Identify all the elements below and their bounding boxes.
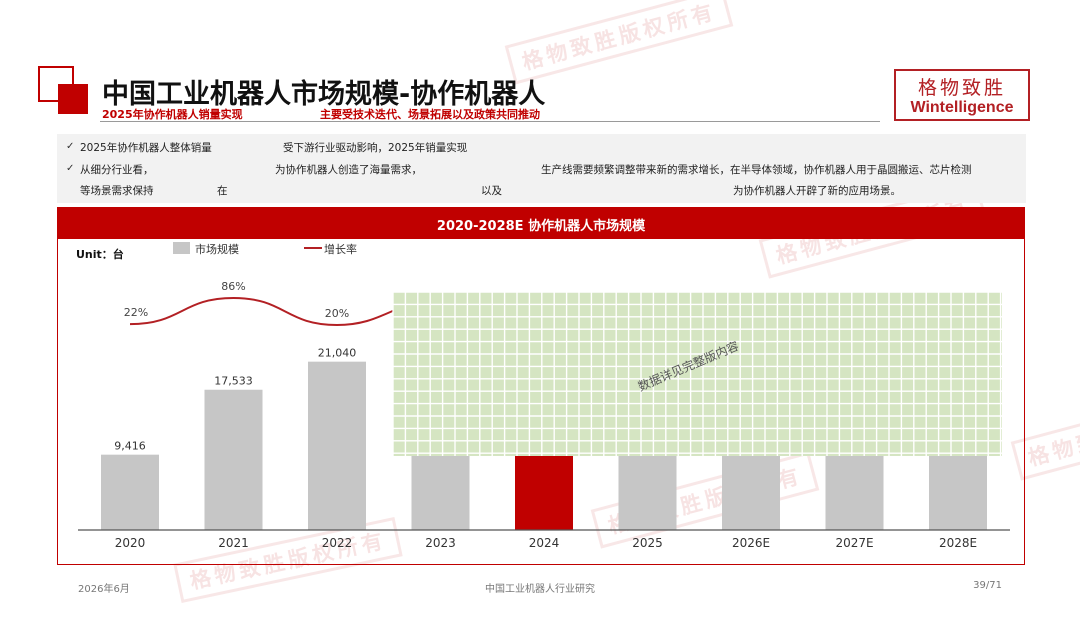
bullet-text: 生产线需要频繁调整带来新的需求增长，在半导体领域，协作机器人用于晶圆搬运、芯片检…: [541, 164, 972, 176]
legend-line-label: 增长率: [324, 243, 357, 256]
page-title: 中国工业机器人市场规模-协作机器人: [102, 79, 546, 110]
x-tick-label: 2023: [425, 536, 456, 550]
rate-label: 86%: [221, 280, 245, 293]
x-tick-label: 2021: [218, 536, 249, 550]
bar-value-label: 9,416: [114, 440, 146, 453]
bar-2020: [101, 454, 159, 530]
legend-line-swatch: [304, 247, 322, 249]
x-tick-label: 2028E: [939, 536, 977, 550]
summary-box: [57, 134, 1026, 203]
bullet-text: 受下游行业驱动影响，2025年销量实现: [283, 142, 468, 154]
bullet-text: 等场景需求保持: [80, 185, 154, 197]
bar-2022: [308, 361, 366, 530]
title-rule: [100, 121, 880, 122]
logo-chinese: 格物致胜: [917, 77, 1006, 99]
bullet-text: 2025年协作机器人整体销量: [80, 142, 212, 154]
bar-value-label: 21,040: [318, 347, 357, 360]
growth-rate-line: [129, 296, 403, 327]
footer-date: 2026年6月: [78, 584, 130, 595]
x-tick-label: 2025: [632, 536, 663, 550]
bullet-text: 为协作机器人创造了海量需求，: [275, 164, 422, 176]
x-tick-label: 2022: [322, 536, 353, 550]
chart-title: 2020-2028E 协作机器人市场规模: [436, 219, 646, 234]
bar-2028E: [929, 456, 987, 530]
rate-label: 22%: [124, 306, 148, 319]
bullet-text: 在: [217, 185, 228, 197]
bar-2027E: [825, 456, 884, 530]
bullet-text: 以及: [481, 185, 502, 197]
page-number: 39/71: [973, 580, 1002, 591]
logo-english: Wintelligence: [910, 99, 1014, 116]
rate-label: 20%: [325, 307, 349, 320]
footer-title: 中国工业机器人行业研究: [485, 584, 595, 595]
bar-2024: [515, 456, 573, 530]
subtitle-left: 2025年协作机器人销量实现: [102, 108, 243, 121]
check-icon: ✓: [66, 141, 75, 152]
x-tick-label: 2027E: [835, 536, 873, 550]
bar-2021: [204, 389, 263, 530]
bar-value-label: 17,533: [214, 375, 253, 388]
bullet-text: 从细分行业看，: [80, 164, 154, 176]
chart-unit-label: Unit：台: [76, 248, 124, 261]
x-tick-label: 2026E: [732, 536, 770, 550]
legend-bar-label: 市场规模: [195, 243, 239, 256]
check-icon: ✓: [66, 163, 75, 174]
brand-logo: 格物致胜 Wintelligence: [894, 69, 1030, 121]
x-tick-label: 2024: [529, 536, 560, 550]
bar-2025: [618, 456, 677, 530]
subtitle-right: 主要受技术迭代、场景拓展以及政策共同推动: [320, 108, 540, 121]
bar-2026E: [722, 456, 780, 530]
bullet-text: 为协作机器人开辟了新的应用场景。: [733, 185, 901, 197]
chart-header: 2020-2028E 协作机器人市场规模: [57, 207, 1025, 239]
title-deco-square: [58, 84, 88, 114]
legend-bar-swatch: [173, 242, 190, 254]
x-tick-label: 2020: [115, 536, 146, 550]
